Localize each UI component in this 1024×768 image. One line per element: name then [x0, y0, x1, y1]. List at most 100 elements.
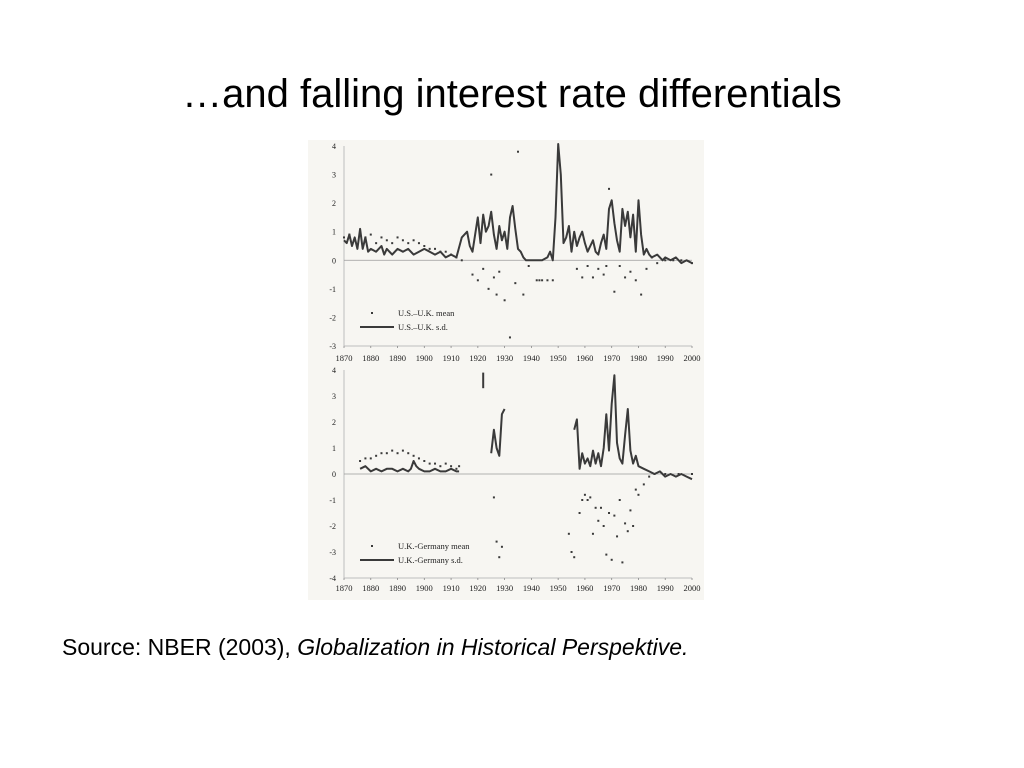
data-point: [458, 465, 461, 468]
data-point: [407, 242, 410, 245]
series-line-segment: [359, 460, 460, 473]
data-point: [380, 236, 383, 239]
data-point: [618, 499, 621, 501]
x-tick-label: 1920: [469, 583, 486, 593]
x-tick-label: 1980: [630, 353, 647, 363]
x-tick-label: 2000: [684, 353, 701, 363]
data-point: [583, 493, 586, 496]
data-point: [417, 457, 420, 460]
data-point: [482, 267, 485, 270]
data-point: [648, 475, 651, 478]
series-line-segment: [343, 143, 693, 265]
data-point: [412, 454, 415, 457]
data-point: [535, 279, 538, 282]
data-point: [495, 540, 498, 543]
source-prefix: Source: NBER (2003),: [62, 634, 298, 660]
data-point: [581, 499, 584, 501]
data-point: [407, 452, 410, 455]
data-point: [629, 270, 632, 273]
data-point: [618, 265, 621, 267]
x-tick-label: 1890: [389, 353, 406, 363]
data-point: [605, 265, 608, 267]
data-point: [434, 247, 437, 250]
data-point: [343, 236, 345, 239]
data-point: [417, 242, 420, 245]
data-point: [567, 532, 570, 535]
x-tick-label: 1870: [336, 353, 353, 363]
y-tick-label: -1: [329, 285, 336, 294]
legend-label: U.S.–U.K. s.d.: [398, 322, 448, 332]
data-point: [632, 525, 635, 527]
data-point: [677, 473, 680, 475]
data-point: [476, 279, 479, 282]
y-tick-label: 1: [332, 228, 336, 237]
data-point: [605, 553, 608, 556]
series-mean-dots: [359, 449, 693, 564]
data-point: [624, 522, 627, 525]
data-point: [490, 173, 493, 176]
data-point: [508, 336, 511, 339]
x-tick-label: 1950: [550, 353, 567, 363]
data-point: [423, 460, 426, 462]
data-point: [487, 287, 490, 290]
data-point: [434, 462, 437, 465]
data-point: [514, 282, 517, 285]
data-point: [423, 245, 426, 247]
data-point: [369, 457, 372, 460]
y-tick-label: 3: [332, 171, 336, 180]
data-point: [621, 561, 624, 564]
data-point: [380, 452, 383, 455]
y-tick-label: -2: [329, 313, 336, 322]
x-tick-label: 1970: [603, 353, 620, 363]
data-point: [541, 279, 544, 282]
y-tick-label: -3: [329, 342, 336, 351]
data-point: [573, 556, 576, 559]
series-sd-line: [343, 143, 693, 265]
data-point: [608, 187, 611, 190]
data-point: [369, 233, 372, 236]
data-point: [597, 267, 600, 270]
data-point: [664, 473, 667, 475]
data-point: [691, 262, 693, 265]
data-point: [364, 457, 367, 460]
data-point: [503, 299, 506, 302]
y-tick-label: 0: [332, 256, 336, 265]
x-tick-label: 1920: [469, 353, 486, 363]
x-tick-label: 1880: [362, 353, 379, 363]
data-point: [527, 265, 530, 267]
data-point: [444, 250, 447, 253]
data-point: [428, 462, 431, 465]
data-point: [634, 488, 637, 491]
data-point: [396, 236, 399, 239]
data-point: [610, 558, 613, 561]
data-point: [637, 493, 640, 496]
y-tick-label: 1: [332, 444, 336, 453]
data-point: [517, 150, 519, 153]
data-point: [439, 465, 442, 468]
x-tick-label: 1970: [603, 583, 620, 593]
data-point: [608, 512, 611, 514]
data-point: [586, 499, 589, 501]
data-point: [551, 279, 554, 282]
data-point: [495, 293, 498, 296]
series-line-segment: [573, 374, 693, 481]
data-point: [591, 532, 594, 535]
data-point: [391, 242, 394, 245]
x-tick-label: 1990: [657, 583, 674, 593]
y-tick-label: 4: [332, 142, 336, 151]
legend-label: U.K.-Germany mean: [398, 541, 470, 551]
data-point: [412, 239, 415, 242]
chart-figure: 4 3 2 1 0 -1 -2 -3 1870 1880 1890 1900 1910 1920 1930 1…: [308, 140, 704, 600]
y-tick-label: 2: [332, 418, 336, 427]
data-point: [597, 519, 600, 522]
legend-marker-dot: [371, 545, 373, 547]
x-tick-label: 1980: [630, 583, 647, 593]
data-point: [498, 556, 501, 559]
data-point: [634, 279, 637, 282]
data-point: [428, 247, 431, 250]
data-point: [385, 452, 388, 455]
data-point: [546, 279, 549, 282]
x-tick-label: 1950: [550, 583, 567, 593]
data-point: [578, 512, 581, 514]
